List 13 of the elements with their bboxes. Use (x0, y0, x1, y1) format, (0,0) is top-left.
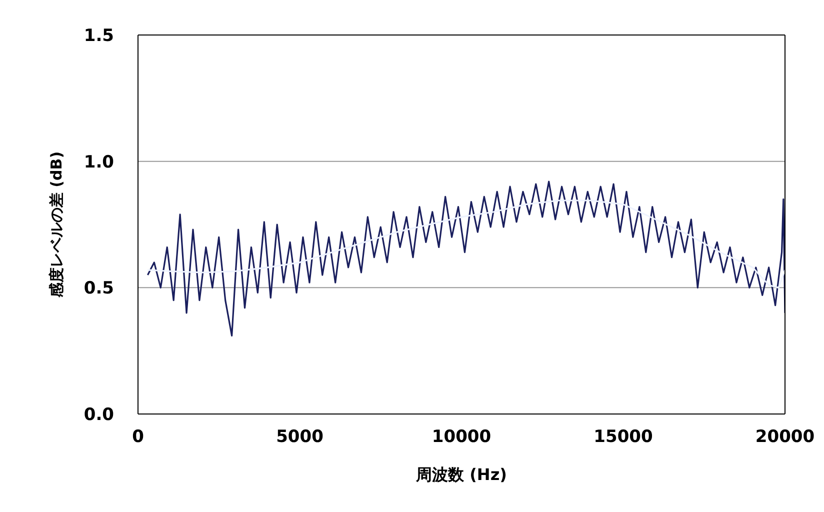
x-tick-label: 15000 (594, 427, 653, 448)
x-tick-label: 0 (132, 427, 144, 448)
y-tick-label: 1.0 (84, 152, 114, 172)
y-tick-label: 0.5 (84, 278, 114, 299)
x-tick-label: 10000 (432, 427, 492, 448)
line-series (146, 200, 785, 288)
x-axis-title: 周波数 (Hz) (415, 465, 507, 484)
y-tick-label: 1.5 (84, 26, 114, 46)
x-tick-label: 5000 (276, 427, 324, 448)
x-tick-label: 20000 (755, 427, 815, 448)
line-series (146, 180, 785, 336)
y-axis-title: 感度レベルの差 (dB) (47, 151, 66, 299)
y-tick-label: 0.0 (84, 405, 114, 426)
